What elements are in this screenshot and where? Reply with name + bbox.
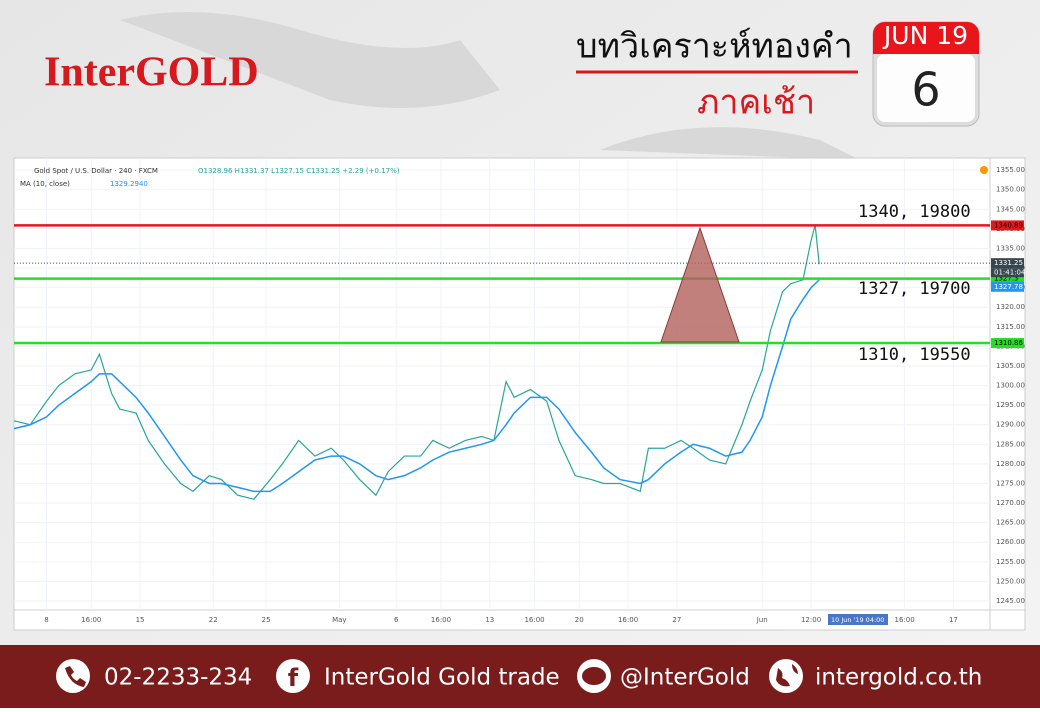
cursor-tag [828, 614, 888, 625]
price-tag [991, 258, 1024, 269]
x-tick-label: 16:00 [431, 616, 451, 624]
y-tick-label: 1270.00 [996, 499, 1025, 507]
logo: InterGOLD [44, 50, 259, 96]
x-tick-label: 8 [44, 616, 48, 624]
price-tag [991, 281, 1024, 292]
y-tick-label: 1320.00 [996, 303, 1025, 311]
footer: 02-2233-234 f InterGold Gold trade @Inte… [56, 659, 982, 693]
map-shape [120, 12, 860, 160]
y-tick-label: 1300.00 [996, 382, 1025, 390]
y-tick-label: 1280.00 [996, 460, 1025, 468]
y-tick-label: 1350.00 [996, 186, 1025, 194]
y-tick-label: 1355.00 [996, 166, 1025, 174]
facebook-glyph: f [288, 664, 299, 692]
x-tick-label: 13 [485, 616, 494, 624]
subtitle: ภาคเช้า [697, 83, 815, 123]
calendar-top [873, 22, 979, 54]
phone-glyph [65, 666, 86, 687]
cursor-label: 10 Jun '19 04:00 [831, 616, 884, 624]
calendar-month: JUN 19 [882, 21, 968, 50]
x-tick-label: 27 [672, 616, 681, 624]
chart-panel [13, 157, 1026, 631]
x-tick-label: 15 [136, 616, 145, 624]
price-tag [991, 220, 1024, 231]
x-tick-label: 16:00 [81, 616, 101, 624]
countdown: 01:41:04 [994, 269, 1026, 277]
y-tick-label: 1250.00 [996, 577, 1025, 585]
y-tick-label: 1255.00 [996, 558, 1025, 566]
line-glyph [582, 667, 606, 685]
countdown-tag [991, 268, 1024, 278]
y-tick-label: 1290.00 [996, 421, 1025, 429]
phone-icon [56, 659, 90, 693]
ohlc: O1328.96 H1331.37 L1327.15 C1331.25 +2.2… [198, 167, 400, 175]
x-tick-label: 16:00 [895, 616, 915, 624]
y-tick-label: 1265.00 [996, 519, 1025, 527]
price-tag-label: 1340.89 [994, 221, 1023, 229]
chart: 1245.00 1250.00 1255.00 1260.00 1265.00 1270.… [13, 158, 1026, 625]
y-tick-label: 1260.00 [996, 538, 1025, 546]
alert-dot [980, 166, 988, 174]
price-tag-label: 1327.3 [994, 275, 1019, 283]
x-tick-label: 22 [209, 616, 218, 624]
level-annotation: 1327, 19700 [858, 279, 971, 299]
price-tag-label: 1327.78 [994, 283, 1023, 291]
x-tick-label: 20 [575, 616, 584, 624]
price-tag-label: 1310.86 [994, 339, 1023, 347]
y-tick-label: 1315.00 [996, 323, 1025, 331]
y-tick-label: 1305.00 [996, 362, 1025, 370]
y-tick-label: 1285.00 [996, 440, 1025, 448]
series-line [13, 224, 820, 500]
price-tag-label: 1331.25 [994, 259, 1023, 267]
x-tick-label: 17 [949, 616, 958, 624]
x-tick-label: Jun [756, 616, 768, 624]
triangle-pattern [660, 226, 740, 343]
website: intergold.co.th [815, 665, 982, 691]
x-tick-label: 12:00 [801, 616, 821, 624]
series-line [13, 279, 820, 493]
chart-title: Gold Spot / U.S. Dollar · 240 · FXCM [34, 167, 158, 175]
calendar-page [877, 54, 975, 122]
y-tick-label: 1245.00 [996, 597, 1025, 605]
facebook: InterGold Gold trade [324, 665, 560, 691]
facebook-icon [276, 659, 310, 693]
level-annotation: 1310, 19550 [858, 345, 971, 365]
price-tag [991, 338, 1024, 349]
footer-band [0, 645, 1040, 708]
y-tick-label: 1335.00 [996, 244, 1025, 252]
y-tick-label: 1345.00 [996, 205, 1025, 213]
web-icon [769, 659, 803, 693]
x-tick-label: May [332, 616, 346, 624]
phone: 02-2233-234 [104, 665, 252, 691]
calendar-day: 6 [911, 63, 940, 117]
title: บทวิเคราะห์ทองคำ [576, 27, 853, 67]
x-tick-label: 6 [394, 616, 399, 624]
x-tick-label: 16:00 [524, 616, 544, 624]
y-tick-label: 1275.00 [996, 479, 1025, 487]
web-glyph [776, 664, 798, 687]
indicator: MA (10, close) [20, 180, 70, 188]
y-tick-label: 1295.00 [996, 401, 1025, 409]
x-tick-label: 25 [262, 616, 271, 624]
line-id: @InterGold [620, 665, 750, 691]
x-tick-label: 16:00 [618, 616, 638, 624]
level-annotation: 1340, 19800 [858, 202, 971, 222]
indicator-value: 1329.2940 [110, 180, 148, 188]
calendar: JUN 19 6 [872, 21, 980, 127]
price-tag [991, 273, 1024, 284]
